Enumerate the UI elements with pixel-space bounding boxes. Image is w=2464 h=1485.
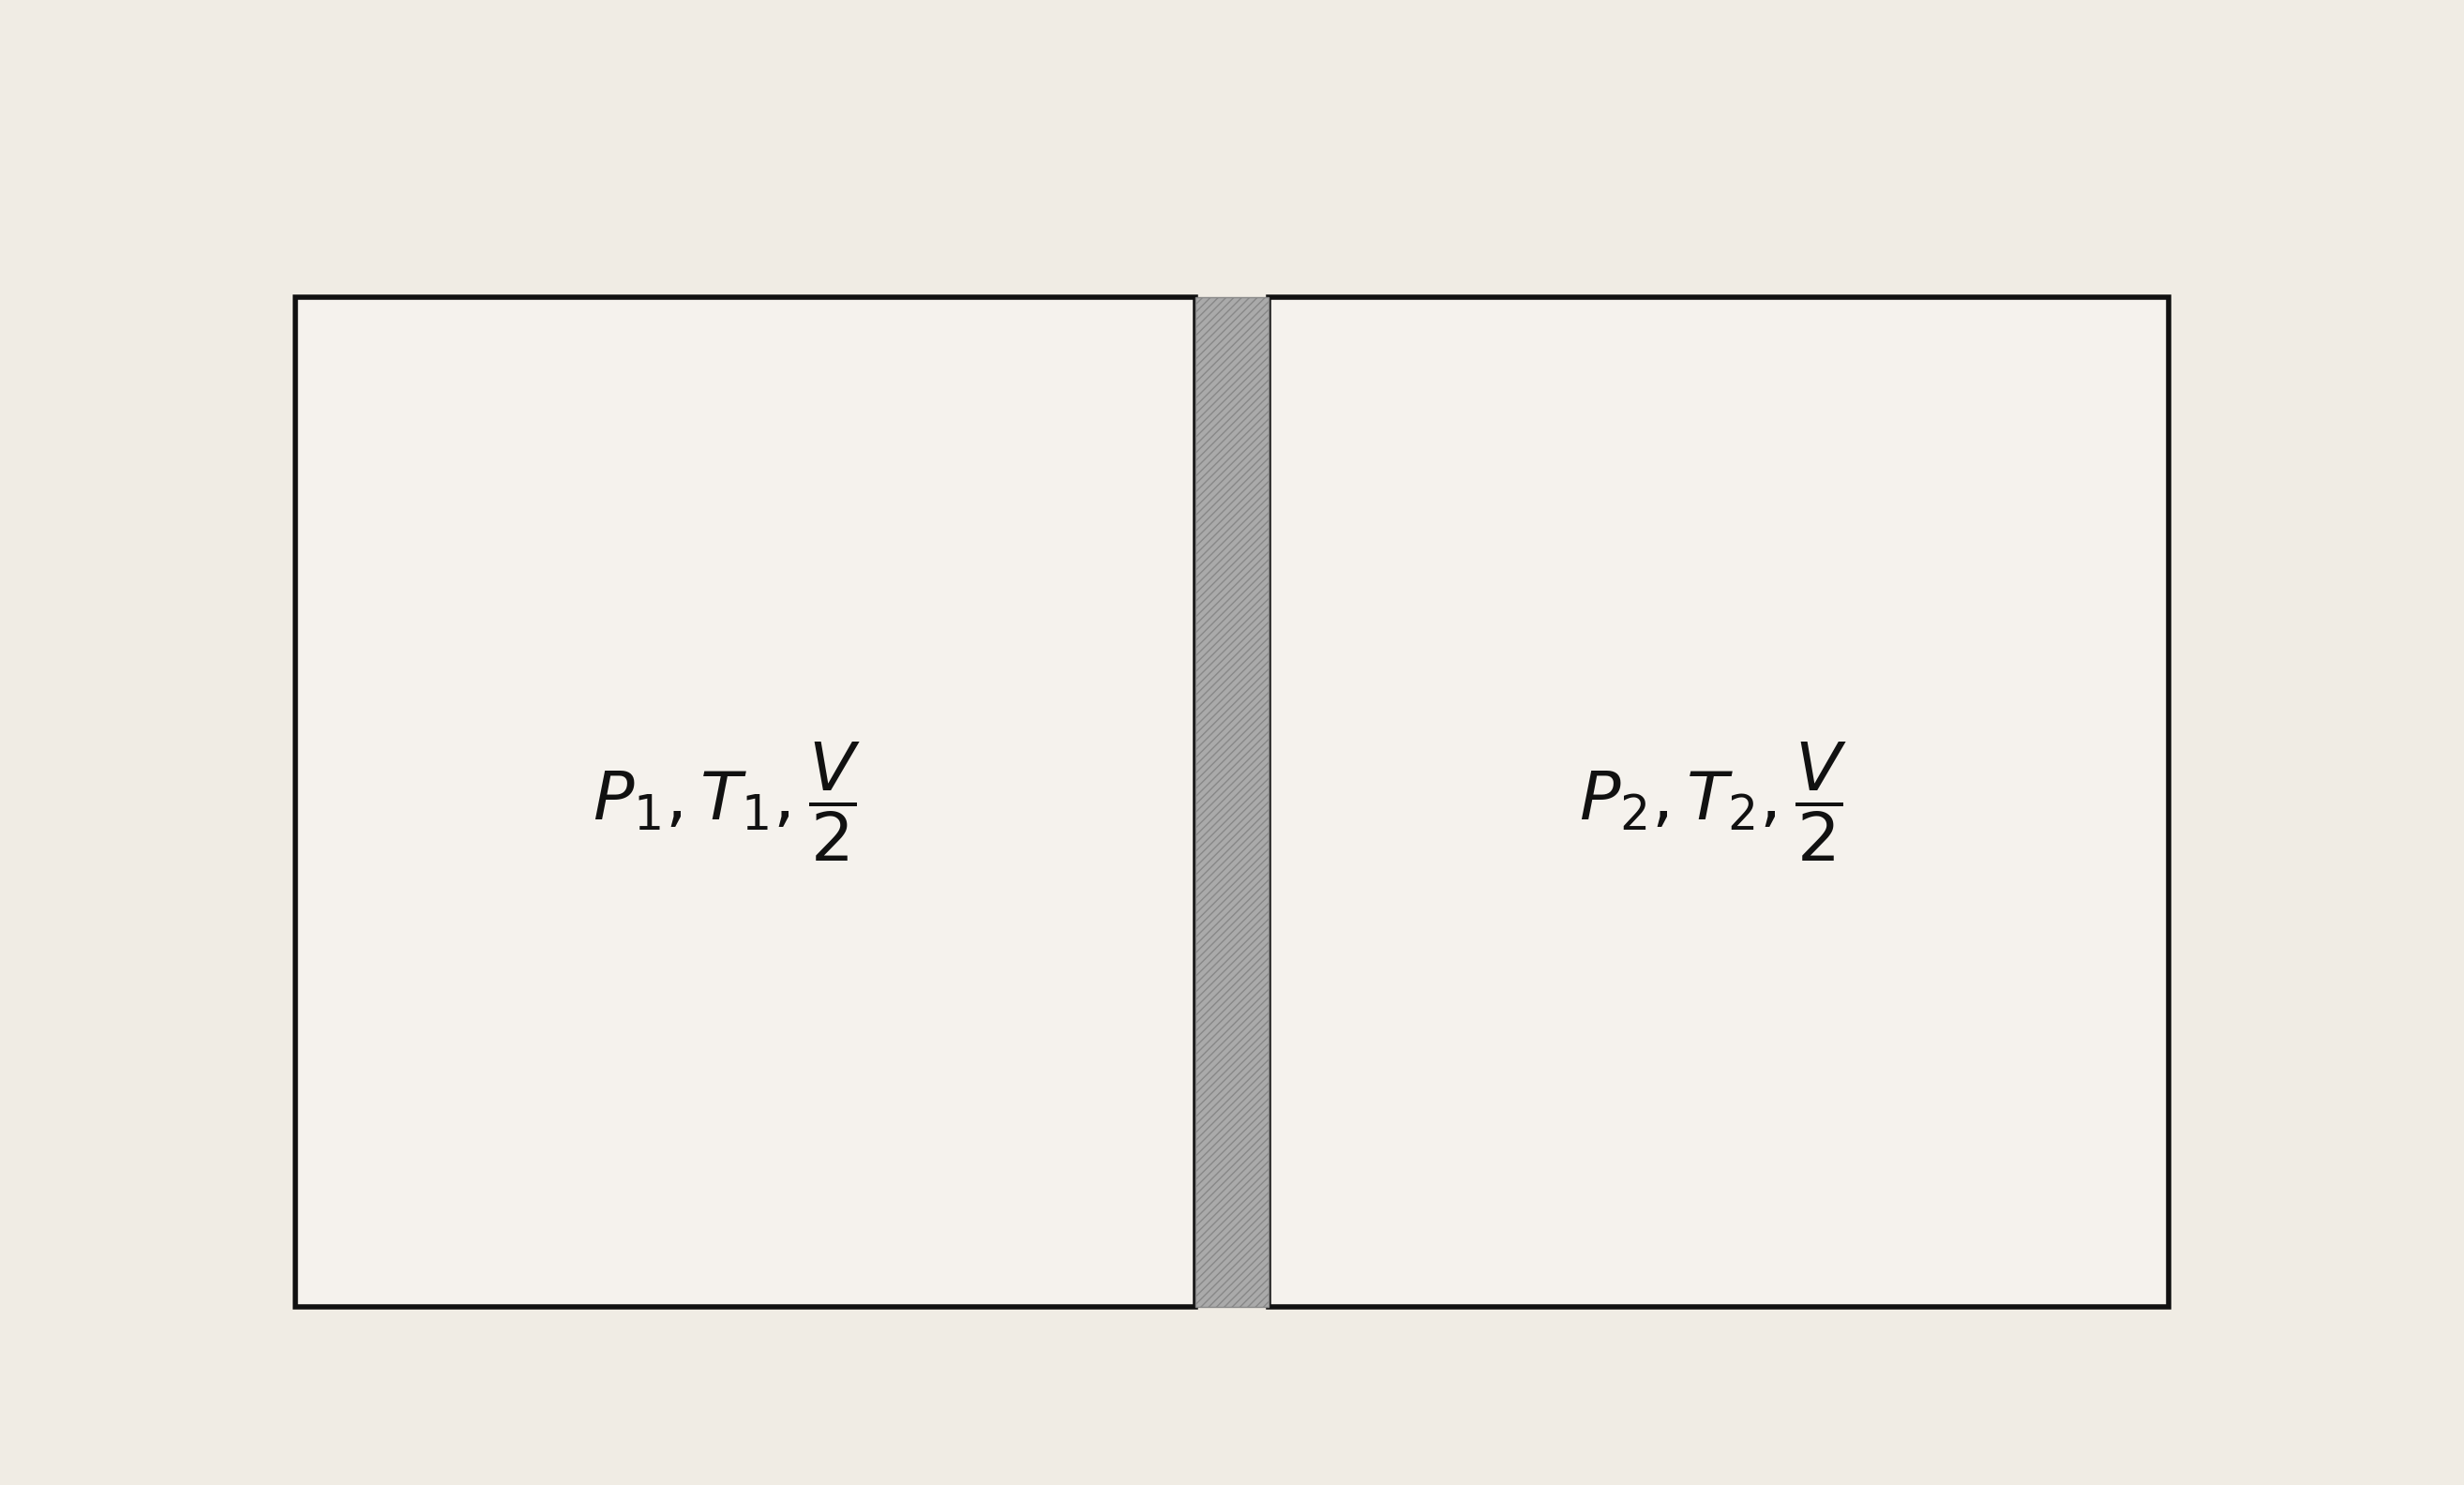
Text: $P_1, T_1, \dfrac{V}{2}$: $P_1, T_1, \dfrac{V}{2}$ [594,740,860,864]
Bar [1269,297,2168,1307]
Bar [1195,297,1269,1307]
Text: $P_2, T_2, \dfrac{V}{2}$: $P_2, T_2, \dfrac{V}{2}$ [1579,740,1846,864]
Bar [296,297,1195,1307]
